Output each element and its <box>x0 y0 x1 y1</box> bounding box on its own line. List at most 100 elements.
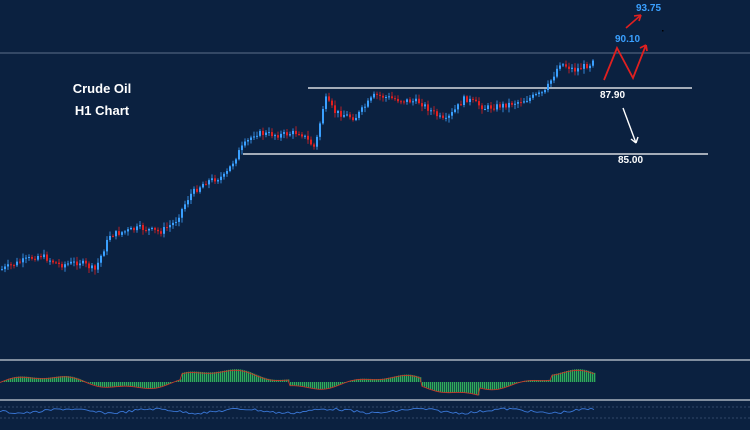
histogram-bar <box>486 382 488 390</box>
histogram-bar <box>432 382 434 390</box>
histogram-bar <box>242 369 244 382</box>
histogram-bar <box>424 382 426 387</box>
candle-body <box>136 226 138 231</box>
candle-body <box>325 96 327 109</box>
level-label-87-90: 87.90 <box>600 90 626 101</box>
histogram-bar <box>154 382 156 389</box>
candles-group <box>1 59 594 275</box>
histogram-bar <box>366 378 368 382</box>
candle-body <box>67 263 69 265</box>
histogram-bar <box>226 370 228 382</box>
histogram-bar <box>152 382 154 389</box>
candle-body <box>10 264 12 266</box>
histogram-bar <box>304 382 306 387</box>
candle-body <box>502 103 504 108</box>
histogram-bar <box>584 369 586 382</box>
histogram-bar <box>140 382 142 388</box>
histogram-bar <box>254 373 256 382</box>
histogram-bar <box>70 376 72 382</box>
histogram-bar <box>386 378 388 382</box>
histogram-bar <box>390 377 392 382</box>
candle-body <box>43 254 45 258</box>
candle-body <box>94 265 96 270</box>
histogram-bar <box>58 376 60 382</box>
histogram-bar <box>260 376 262 382</box>
histogram-bar <box>566 371 568 382</box>
candle-body <box>499 104 501 108</box>
histogram-bar <box>90 382 92 384</box>
histogram-bar <box>336 382 338 386</box>
candle-body <box>169 225 171 228</box>
histogram-bar <box>216 371 218 382</box>
histogram-bar <box>430 382 432 390</box>
candle-body <box>61 263 63 268</box>
candle-body <box>88 263 90 269</box>
candle-body <box>505 103 507 108</box>
histogram-bar <box>496 382 498 390</box>
histogram-bar <box>434 382 436 391</box>
candle-body <box>565 64 567 67</box>
histogram-bar <box>36 377 38 382</box>
down-arrowhead <box>630 136 639 144</box>
histogram-bar <box>456 382 458 393</box>
histogram-bar <box>4 380 6 382</box>
candle-body <box>100 255 102 263</box>
histogram-bar <box>108 382 110 388</box>
candle-body <box>103 251 105 256</box>
histogram-bar <box>370 378 372 382</box>
histogram-bar <box>10 378 12 382</box>
histogram-bar <box>252 372 254 382</box>
candle-body <box>163 227 165 234</box>
candle-body <box>400 101 402 103</box>
candle-body <box>493 108 495 110</box>
histogram-bar <box>576 369 578 382</box>
histogram-bar <box>134 382 136 387</box>
candle-body <box>304 135 306 137</box>
candle-body <box>520 102 522 104</box>
candle-body <box>550 80 552 84</box>
histogram-bar <box>236 369 238 382</box>
candle-body <box>130 227 132 230</box>
candle-body <box>64 264 66 268</box>
histogram-group <box>0 369 596 415</box>
histogram-bar <box>34 377 36 382</box>
histogram-bar <box>208 372 210 382</box>
histogram-bar <box>402 374 404 382</box>
candle-body <box>334 105 336 114</box>
histogram-bar <box>214 372 216 382</box>
histogram-bar <box>548 379 550 382</box>
histogram-bar <box>50 377 52 382</box>
histogram-bar <box>472 382 474 394</box>
candle-body <box>151 227 153 229</box>
histogram-bar <box>398 375 400 382</box>
histogram-bar <box>224 370 226 382</box>
candle-body <box>583 63 585 69</box>
histogram-bar <box>342 382 344 384</box>
candle-body <box>232 163 234 167</box>
histogram-bar <box>106 382 108 388</box>
histogram-bar <box>404 374 406 382</box>
histogram-bar <box>594 372 596 382</box>
candle-body <box>523 101 525 103</box>
histogram-bar <box>20 376 22 382</box>
candle-body <box>544 90 546 93</box>
candle-body <box>337 110 339 114</box>
candle-body <box>460 104 462 106</box>
histogram-bar <box>470 382 472 394</box>
candle-body <box>97 262 99 270</box>
histogram-bar <box>190 371 192 382</box>
histogram-bar <box>422 382 424 386</box>
candle-body <box>478 101 480 106</box>
candle-body <box>154 227 156 230</box>
histogram-bar <box>364 378 366 382</box>
candle-body <box>127 229 129 232</box>
histogram-bar <box>352 379 354 382</box>
candle-body <box>262 130 264 135</box>
candle-body <box>196 188 198 192</box>
histogram-bar <box>26 376 28 382</box>
candle-body <box>175 221 177 223</box>
histogram-bar <box>104 382 106 387</box>
histogram-bar <box>580 369 582 382</box>
histogram-bar <box>334 382 336 387</box>
